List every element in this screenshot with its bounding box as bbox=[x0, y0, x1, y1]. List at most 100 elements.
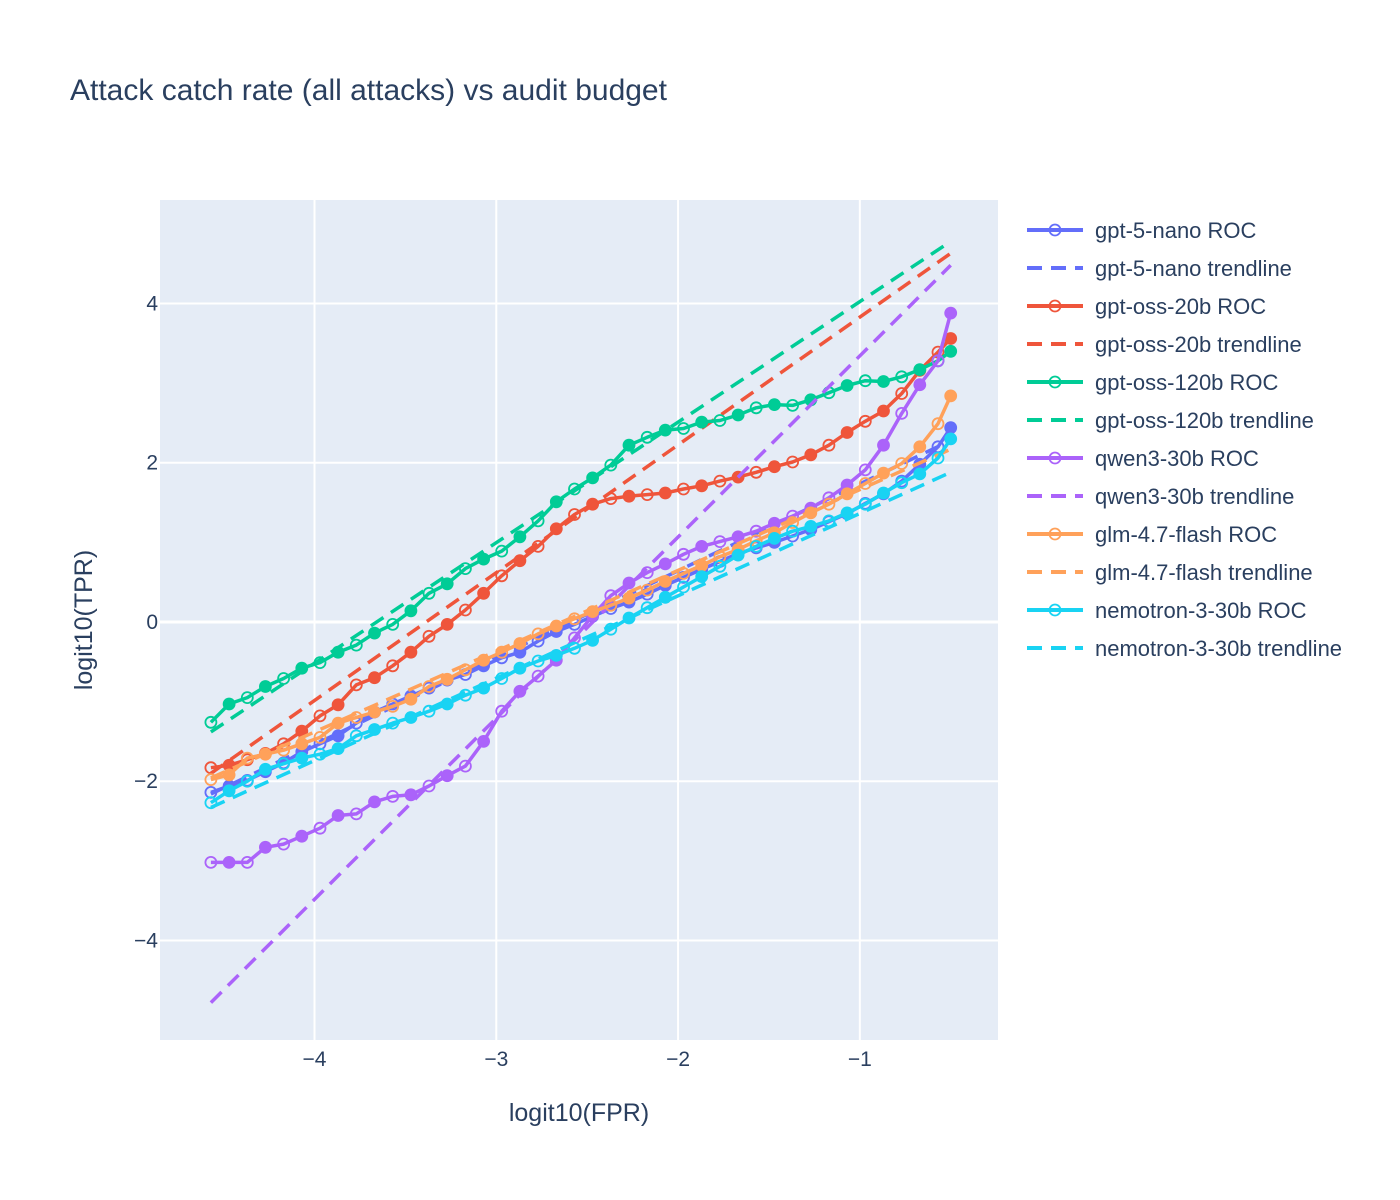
legend-item-qwen3-30b-roc[interactable]: qwen3-30b ROC bbox=[1027, 446, 1259, 471]
qwen3-30b-roc-point bbox=[895, 406, 909, 420]
qwen3-30b-roc-point bbox=[858, 463, 872, 477]
qwen3-30b-roc-point bbox=[695, 540, 709, 553]
gpt-oss-120b-roc-point bbox=[386, 618, 400, 631]
glm-4-7-flash-roc-point bbox=[222, 768, 236, 782]
gpt-oss-20b-roc-point bbox=[786, 455, 799, 469]
qwen3-30b-roc-point bbox=[622, 576, 636, 590]
glm-4-7-flash-roc-point bbox=[531, 627, 545, 641]
nemotron-3-30b-roc-point bbox=[331, 742, 345, 755]
legend-item-nemotron-3-30b-roc[interactable]: nemotron-3-30b ROC bbox=[1027, 598, 1307, 623]
glm-4-7-flash-roc-point bbox=[495, 645, 509, 659]
glm-4-7-flash-roc-point bbox=[240, 751, 254, 765]
qwen3-30b-roc-point bbox=[295, 829, 309, 843]
gpt-oss-20b-roc-point bbox=[858, 414, 872, 428]
legend-item-nemotron-3-30b-trendline[interactable]: nemotron-3-30b trendline bbox=[1027, 636, 1342, 661]
qwen3-30b-roc-point bbox=[931, 354, 945, 368]
legend-item-gpt-oss-120b-roc[interactable]: gpt-oss-120b ROC bbox=[1027, 370, 1279, 395]
gpt-oss-120b-roc-point bbox=[477, 552, 491, 566]
grid-lines bbox=[160, 200, 998, 1040]
nemotron-3-30b-roc-point bbox=[944, 432, 958, 446]
legend-label: gpt-oss-120b ROC bbox=[1095, 370, 1279, 395]
gpt-oss-20b-roc-point bbox=[331, 698, 345, 712]
gpt-oss-120b-roc-point bbox=[204, 715, 218, 729]
legend-label: gpt-oss-20b ROC bbox=[1095, 294, 1266, 319]
glm-4-7-flash-roc-point bbox=[204, 773, 218, 786]
gpt-oss-20b-roc-point bbox=[749, 465, 763, 479]
gpt-5-nano-roc-point bbox=[944, 421, 958, 435]
nemotron-3-30b-roc-series bbox=[204, 432, 958, 810]
y-tick-label: 4 bbox=[146, 293, 158, 316]
qwen3-30b-trendline-series bbox=[209, 264, 952, 1004]
legend-item-gpt-oss-20b-trendline[interactable]: gpt-oss-20b trendline bbox=[1027, 332, 1302, 357]
legend-marker bbox=[1048, 451, 1062, 465]
legend-item-gpt-5-nano-trendline[interactable]: gpt-5-nano trendline bbox=[1027, 256, 1292, 281]
gpt-oss-20b-roc-point bbox=[677, 482, 690, 496]
chart-title: Attack catch rate (all attacks) vs audit… bbox=[70, 74, 668, 107]
glm-4-7-flash-roc-point bbox=[822, 497, 836, 511]
legend-label: qwen3-30b trendline bbox=[1095, 484, 1294, 509]
nemotron-3-30b-roc-point bbox=[749, 540, 763, 553]
gpt-oss-120b-roc-point bbox=[222, 697, 236, 711]
qwen3-30b-roc-point bbox=[404, 788, 418, 802]
glm-4-7-flash-roc-point bbox=[331, 716, 345, 730]
legend-item-gpt-5-nano-roc[interactable]: gpt-5-nano ROC bbox=[1027, 218, 1257, 243]
gpt-oss-20b-roc-point bbox=[349, 678, 363, 692]
gpt-oss-20b-roc-point bbox=[440, 618, 454, 631]
gpt-oss-120b-roc-point bbox=[495, 544, 509, 558]
legend-marker bbox=[1048, 527, 1062, 541]
legend-marker bbox=[1048, 603, 1062, 617]
y-tick-label: 0 bbox=[146, 611, 158, 634]
gpt-oss-120b-roc-point bbox=[858, 374, 872, 388]
x-tick-label: −2 bbox=[666, 1048, 690, 1071]
qwen3-30b-roc-point bbox=[422, 779, 436, 793]
legend-item-glm-4-7-flash-trendline[interactable]: glm-4.7-flash trendline bbox=[1027, 560, 1313, 585]
legend: gpt-5-nano ROC gpt-5-nano trendline gpt-os… bbox=[1027, 218, 1342, 661]
glm-4-7-flash-roc-point bbox=[931, 417, 945, 431]
gpt-oss-120b-roc-point bbox=[944, 344, 958, 358]
qwen3-30b-roc-point bbox=[331, 809, 345, 822]
legend-marker bbox=[1048, 223, 1062, 237]
x-tick-label: −1 bbox=[848, 1048, 872, 1071]
gpt-oss-20b-roc-point bbox=[944, 332, 958, 345]
gpt-oss-20b-roc-point bbox=[877, 404, 890, 418]
legend-item-glm-4-7-flash-roc[interactable]: glm-4.7-flash ROC bbox=[1027, 522, 1277, 547]
legend-item-gpt-oss-20b-roc[interactable]: gpt-oss-20b ROC bbox=[1027, 294, 1266, 319]
gpt-oss-20b-roc-point bbox=[568, 508, 581, 521]
gpt-oss-120b-roc-point bbox=[768, 398, 781, 412]
nemotron-3-30b-roc-point bbox=[858, 497, 872, 511]
gpt-oss-120b-roc-point bbox=[440, 577, 454, 591]
gpt-oss-20b-roc-point bbox=[404, 645, 418, 659]
glm-4-7-flash-roc-point bbox=[295, 737, 309, 751]
nemotron-3-30b-roc-point bbox=[731, 548, 745, 562]
y-axis-title: logit10(TPR) bbox=[70, 550, 98, 690]
qwen3-30b-roc-point bbox=[713, 535, 727, 548]
nemotron-3-30b-roc-point bbox=[677, 580, 690, 594]
qwen3-30b-roc-point bbox=[749, 524, 763, 538]
qwen3-30b-roc-point bbox=[368, 795, 381, 809]
glm-4-7-flash-roc-point bbox=[386, 700, 400, 713]
qwen3-30b-roc-point bbox=[477, 735, 491, 748]
legend-item-qwen3-30b-trendline[interactable]: qwen3-30b trendline bbox=[1027, 484, 1294, 509]
legend-label: glm-4.7-flash ROC bbox=[1095, 522, 1277, 547]
gpt-oss-120b-roc-point bbox=[713, 414, 727, 427]
glm-4-7-flash-roc-point bbox=[313, 731, 327, 744]
legend-label: nemotron-3-30b ROC bbox=[1095, 598, 1307, 623]
legend-label: glm-4.7-flash trendline bbox=[1095, 560, 1313, 585]
gpt-oss-20b-roc-point bbox=[840, 426, 854, 439]
x-tick-label: −3 bbox=[484, 1048, 508, 1071]
qwen3-30b-roc-point bbox=[313, 821, 327, 835]
gpt-oss-20b-roc-point bbox=[495, 569, 509, 583]
gpt-oss-120b-roc-point bbox=[695, 415, 709, 429]
series-layer bbox=[204, 239, 958, 1004]
nemotron-3-30b-roc-point bbox=[258, 762, 272, 776]
nemotron-3-30b-roc-point bbox=[549, 649, 563, 662]
gpt-oss-120b-roc-point bbox=[368, 626, 381, 640]
gpt-oss-120b-roc-point bbox=[677, 422, 690, 435]
qwen3-30b-roc-point bbox=[658, 557, 672, 571]
gpt-oss-20b-roc-point bbox=[368, 671, 381, 685]
gpt-oss-20b-roc-point bbox=[822, 438, 836, 452]
gpt-oss-20b-roc-point bbox=[640, 488, 654, 502]
legend-item-gpt-oss-120b-trendline[interactable]: gpt-oss-120b trendline bbox=[1027, 408, 1314, 433]
nemotron-3-30b-roc-point bbox=[349, 729, 363, 743]
legend-label: qwen3-30b ROC bbox=[1095, 446, 1259, 471]
